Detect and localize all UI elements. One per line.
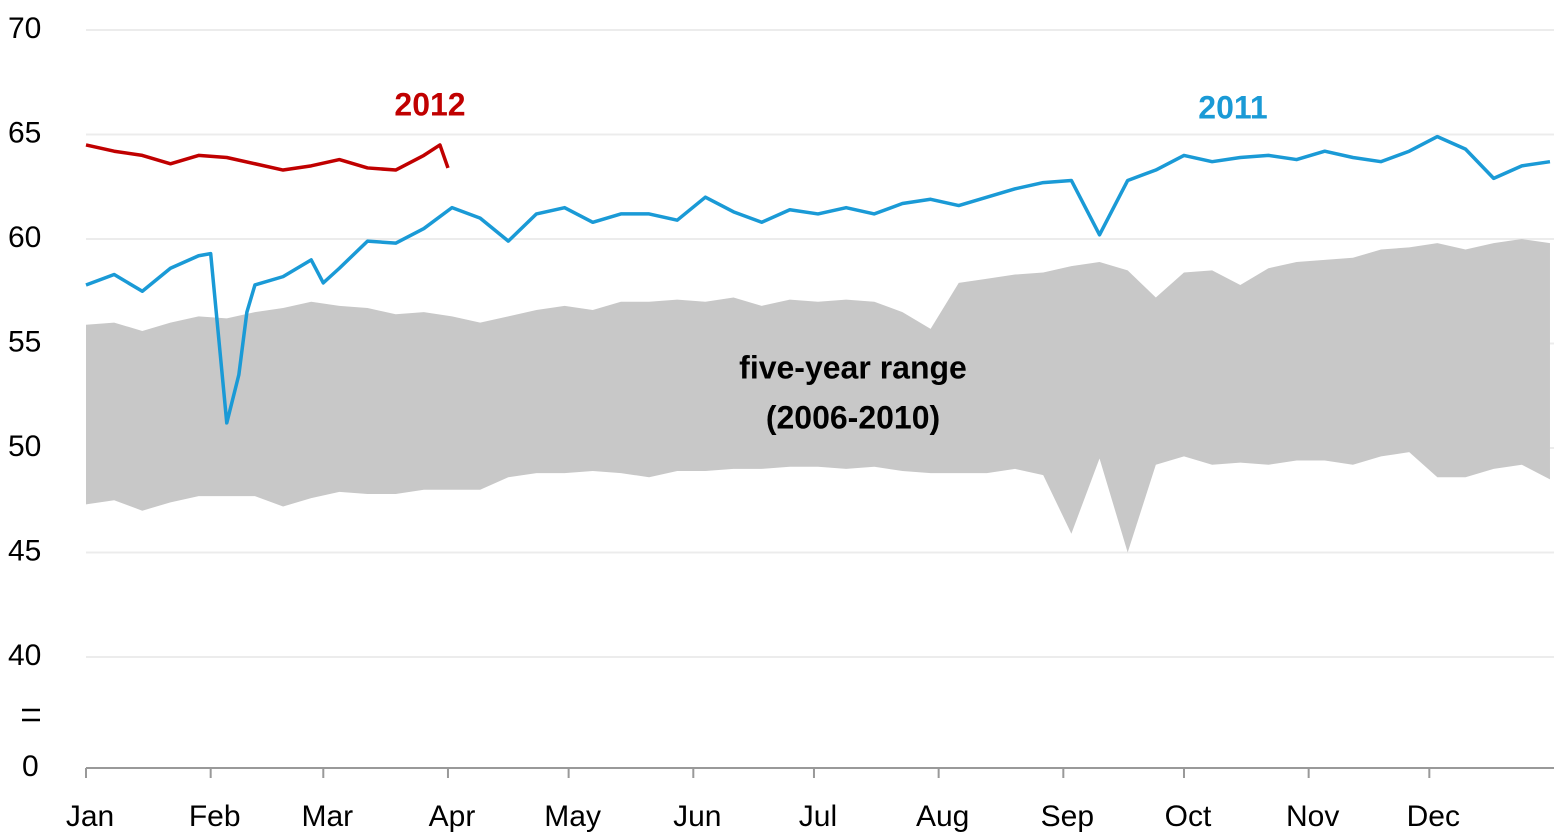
y-tick-label: 45	[8, 534, 41, 567]
y-tick-label: 65	[8, 116, 41, 149]
x-tick-label: Apr	[429, 800, 476, 833]
x-tick-label: Aug	[916, 800, 969, 833]
line	[85, 143, 450, 172]
y-tick-label: 55	[8, 325, 41, 358]
x-tick-label: Mar	[301, 800, 353, 833]
y-tick-label: 0	[22, 750, 39, 783]
range-label: five-year range	[739, 349, 967, 385]
y-tick-label: 70	[8, 12, 41, 45]
series-label: 2012	[394, 86, 465, 122]
y-tick-label: 40	[8, 639, 41, 672]
x-tick-label: Feb	[189, 800, 241, 833]
x-tick-label: Oct	[1165, 800, 1212, 833]
range-label: (2006-2010)	[766, 399, 940, 435]
x-tick-label: Jan	[66, 800, 114, 833]
y-tick-label: 60	[8, 221, 41, 254]
x-tick-label: Sep	[1041, 800, 1094, 833]
range-band	[86, 239, 1550, 553]
x-tick-label: Jun	[673, 800, 721, 833]
x-tick-label: Nov	[1286, 800, 1339, 833]
x-tick-label: May	[544, 800, 601, 833]
y-tick-label: 50	[8, 430, 41, 463]
line	[85, 134, 1551, 425]
x-tick-label: Jul	[799, 800, 837, 833]
x-tick-label: Dec	[1407, 800, 1460, 833]
series-label: 2011	[1198, 89, 1267, 125]
axis-break	[22, 708, 40, 722]
